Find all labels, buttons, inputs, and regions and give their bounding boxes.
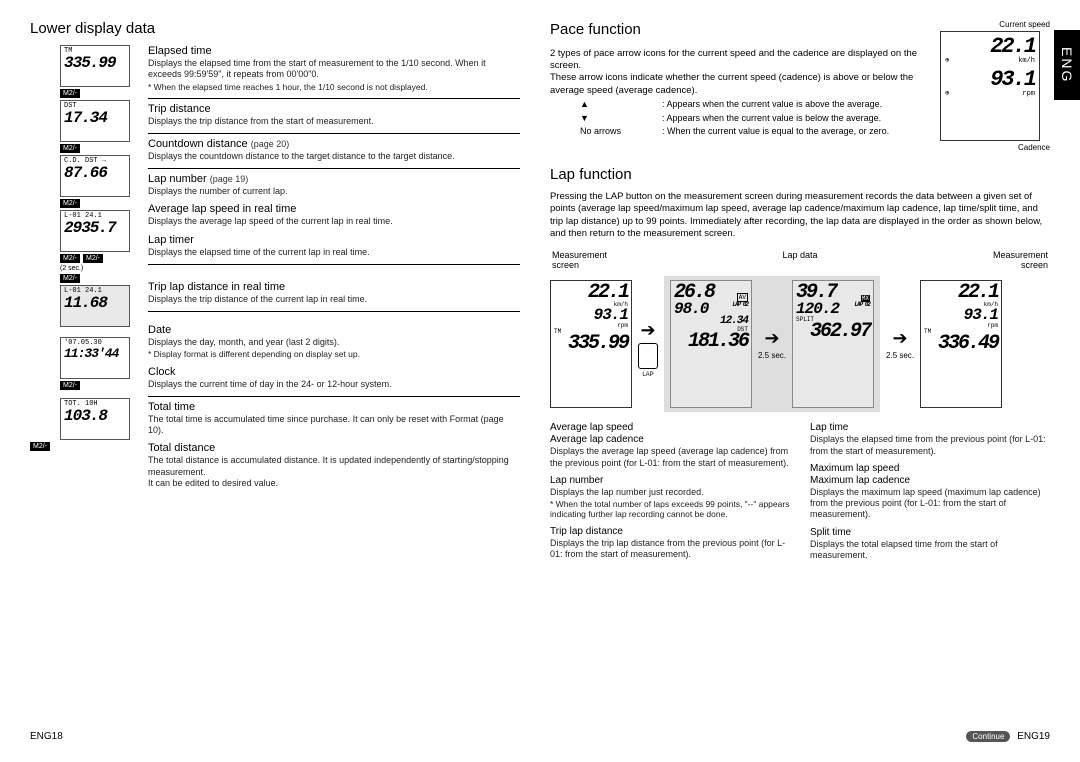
section-title-lap: Lap function xyxy=(550,166,1050,183)
current-speed-label: Current speed xyxy=(940,20,1050,29)
item-title: Lap number (page 19) xyxy=(148,173,520,185)
two-sec-label: (2 sec.) xyxy=(60,265,140,272)
page-left: Lower display data TM 335.99 M2/- DST 17… xyxy=(0,0,540,762)
item-desc: Displays the number of current lap. xyxy=(148,186,520,197)
meas-screen-label: Measurement screen xyxy=(966,250,1048,270)
item-desc: Displays the trip distance of the curren… xyxy=(148,294,520,305)
item-desc: Displays the trip lap distance from the … xyxy=(550,538,790,561)
item-title: Maximum lap cadence xyxy=(810,475,1050,486)
lap-button-icon xyxy=(638,343,658,369)
item-title: Elapsed time xyxy=(148,45,520,57)
lap-columns: Average lap speed Average lap cadence Di… xyxy=(550,422,1050,567)
item-desc: Displays the countdown distance to the t… xyxy=(148,151,520,162)
flow-screen-1: 22.1 km/h 93.1 rpm TM 335.99 xyxy=(550,280,632,408)
item-title: Lap time xyxy=(810,422,1050,433)
m2-tag: M2/- xyxy=(83,254,103,263)
item-title: Average lap speed in real time xyxy=(148,203,520,215)
lap-flow-diagram: 22.1 km/h 93.1 rpm TM 335.99 ➔ 26.8AV 98… xyxy=(550,276,1050,412)
item-desc: Displays the lap number just recorded. xyxy=(550,487,790,498)
lcd-dst: DST 17.34 xyxy=(60,100,130,142)
item-note: * When the total number of laps exceeds … xyxy=(550,499,790,519)
page-number-right: ENG19 xyxy=(1017,731,1050,742)
lap-data-label: Lap data xyxy=(634,250,966,270)
lcd-date: '07.05.30 11:33'44 xyxy=(60,337,130,379)
footer-right: Continue ENG19 xyxy=(966,731,1050,742)
item-title: Split time xyxy=(810,527,1050,538)
item-title: Trip distance xyxy=(148,103,520,115)
cadence-label: Cadence xyxy=(940,143,1050,152)
m2-tag: M2/- xyxy=(60,254,80,263)
meas-screen-label: Measurement screen xyxy=(552,250,634,270)
m2-tag: M2/- xyxy=(60,381,80,390)
item-title: Trip lap distance in real time xyxy=(148,281,520,293)
item-title: Clock xyxy=(148,366,520,378)
item-desc: Displays the total elapsed time from the… xyxy=(810,539,1050,562)
item-title: Total time xyxy=(148,401,520,413)
item-desc: Displays the maximum lap speed (maximum … xyxy=(810,487,1050,521)
m2-tag: M2/- xyxy=(60,199,80,208)
arrow-up-icon: ▲ xyxy=(580,99,650,111)
item-title: Average lap speed xyxy=(550,422,790,433)
pace-body: 2 types of pace arrow icons for the curr… xyxy=(550,48,930,97)
arrow-down-icon: ▼ xyxy=(580,113,650,125)
continue-badge: Continue xyxy=(966,731,1010,742)
item-desc: Displays the elapsed time of the current… xyxy=(148,247,520,258)
lcd-column: TM 335.99 M2/- DST 17.34 M2/- C.D. DST →… xyxy=(30,45,140,495)
item-title: Lap number xyxy=(550,475,790,486)
m2-tag: M2/- xyxy=(60,274,80,283)
page-number-left: ENG18 xyxy=(30,731,63,742)
pace-lcd-panel: Current speed ⊕ 22.1 km/h ⊕ 93.1 rpm xyxy=(940,20,1050,152)
section-title-pace: Pace function xyxy=(550,20,930,40)
flow-screen-2: 26.8AV 98.0LAP 02 12.34 DST 181.36 xyxy=(670,280,752,408)
page-right: Pace function 2 types of pace arrow icon… xyxy=(540,0,1080,762)
item-title: Date xyxy=(148,324,520,336)
m2-tag: M2/- xyxy=(60,89,80,98)
lcd-cd: C.D. DST → 87.66 xyxy=(60,155,130,197)
pace-text: Pace function 2 types of pace arrow icon… xyxy=(550,20,930,152)
item-title: Countdown distance (page 20) xyxy=(148,138,520,150)
item-note: * When the elapsed time reaches 1 hour, … xyxy=(148,82,520,92)
item-desc: Displays the elapsed time from the start… xyxy=(148,58,520,81)
item-title: Average lap cadence xyxy=(550,434,790,445)
item-desc: Displays the average lap speed (average … xyxy=(550,446,790,469)
lcd-lap: L-01 24.1 2935.7 xyxy=(60,210,130,252)
lcd-tm: TM 335.99 xyxy=(60,45,130,87)
lap-body: Pressing the LAP button on the measureme… xyxy=(550,191,1050,240)
item-desc: It can be edited to desired value. xyxy=(148,478,520,489)
arrow-right-icon: ➔ xyxy=(764,328,779,349)
item-desc: The total distance is accumulated distan… xyxy=(148,455,520,478)
arrow-right-icon: ➔ xyxy=(892,328,907,349)
item-desc: Displays the trip distance from the star… xyxy=(148,116,520,127)
text-column: Elapsed time Displays the elapsed time f… xyxy=(148,45,520,495)
section-title-lower: Lower display data xyxy=(30,20,520,37)
m2-tag: M2/- xyxy=(30,442,50,451)
item-desc: Displays the elapsed time from the previ… xyxy=(810,434,1050,457)
item-desc: The total time is accumulated time since… xyxy=(148,414,520,437)
item-note: * Display format is different depending … xyxy=(148,349,520,359)
arrow-right-icon: ➔ xyxy=(640,320,655,341)
m2-tag: M2/- xyxy=(60,144,80,153)
item-desc: Displays the current time of day in the … xyxy=(148,379,520,390)
item-title: Trip lap distance xyxy=(550,526,790,537)
lcd-triplap: L-01 24.1 11.68 xyxy=(60,285,130,327)
flow-screen-4: 22.1 km/h 93.1 rpm TM 336.49 xyxy=(920,280,1002,408)
no-arrow-label: No arrows xyxy=(580,126,650,138)
item-title: Lap timer xyxy=(148,234,520,246)
item-desc: Displays the day, month, and year (last … xyxy=(148,337,520,348)
lcd-total: TOT. 10H 103.8 xyxy=(60,398,130,440)
flow-screen-3: 39.7MX 120.2LAP 02 SPLIT 362.97 xyxy=(792,280,874,408)
item-title: Total distance xyxy=(148,442,520,454)
item-desc: Displays the average lap speed of the cu… xyxy=(148,216,520,227)
item-title: Maximum lap speed xyxy=(810,463,1050,474)
